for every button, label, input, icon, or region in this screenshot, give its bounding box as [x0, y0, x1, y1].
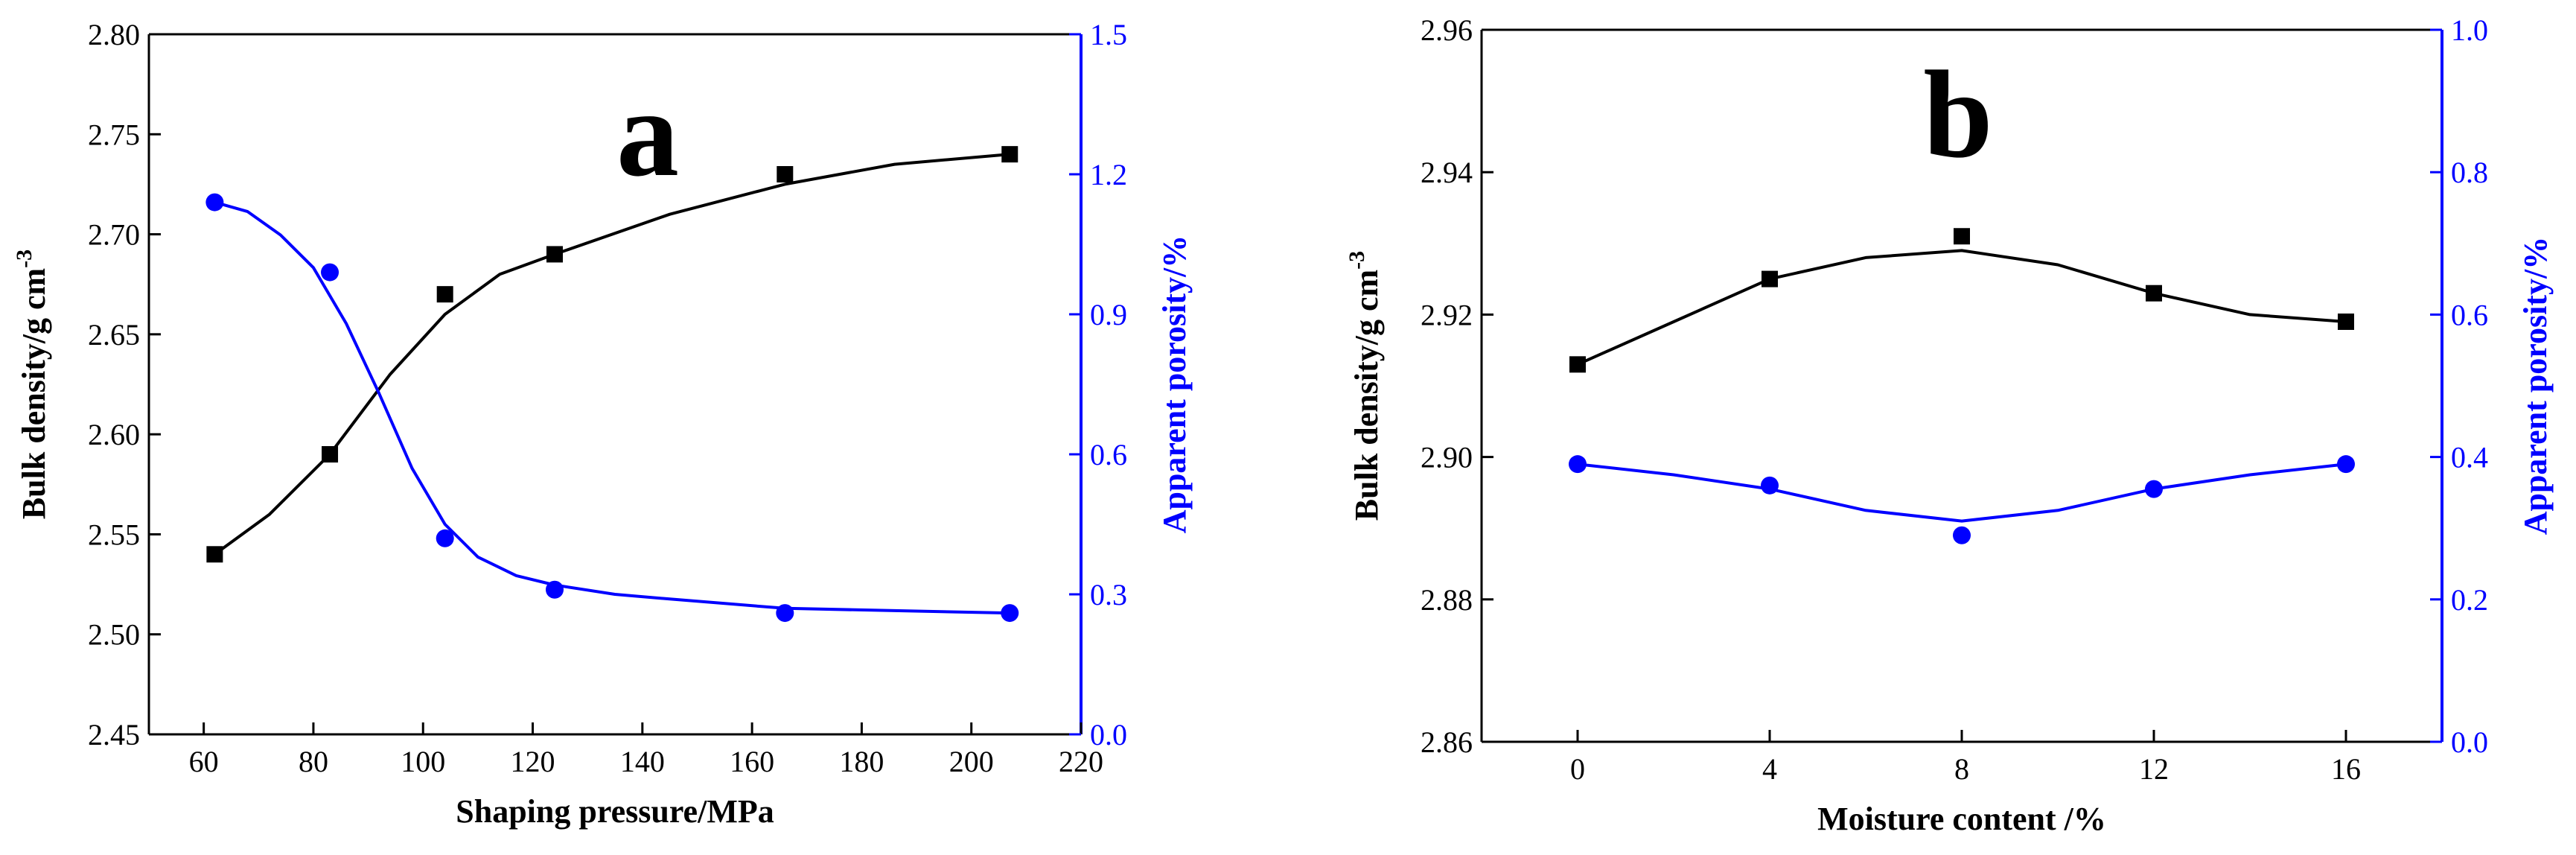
y-axis-title-superscript: -3 — [1345, 251, 1369, 270]
y2-tick-label: 0.6 — [1090, 438, 1127, 471]
y2-tick-label: 0.0 — [2451, 725, 2488, 759]
y-tick-label: 2.45 — [88, 718, 140, 751]
y-axis-title: Bulk density/g cm-3 — [12, 249, 52, 519]
x-tick-label: 100 — [401, 745, 445, 778]
y2-tick-label: 0.6 — [2451, 298, 2488, 331]
x-tick-label: 12 — [2139, 752, 2169, 786]
y-axis-title: Bulk density/g cm-3 — [1345, 251, 1385, 521]
series-1-point — [2337, 455, 2355, 474]
series-0-point — [1569, 356, 1586, 373]
series-1-fit-line — [1577, 463, 2347, 523]
x-tick-label: 0 — [1570, 752, 1585, 786]
series-1-point — [2145, 480, 2163, 498]
y2-tick-label: 0.0 — [1090, 718, 1127, 751]
y-tick-label: 2.92 — [1421, 298, 1473, 331]
y-tick-label: 2.75 — [88, 118, 140, 151]
x-tick-label: 180 — [839, 745, 884, 778]
y-tick-label: 2.60 — [88, 418, 140, 451]
y2-tick-label: 1.5 — [1090, 18, 1127, 51]
y2-axis-title: Apparent porosity/% — [1156, 235, 1193, 534]
y2-tick-label: 1.0 — [2451, 13, 2488, 47]
y2-tick-label: 0.4 — [2451, 441, 2488, 474]
series-0-point — [436, 286, 453, 303]
y-tick-label: 2.50 — [88, 618, 140, 652]
series-0-point — [1001, 146, 1018, 163]
y-tick-label: 2.55 — [88, 518, 140, 551]
x-tick-label: 200 — [949, 745, 994, 778]
series-1-point — [776, 604, 794, 623]
y2-tick-label: 0.8 — [2451, 156, 2488, 189]
series-0-point — [206, 546, 223, 563]
x-axis-title: Moisture content /% — [1817, 801, 2106, 837]
series-1-point — [205, 193, 224, 212]
y2-axis-title: Apparent porosity/% — [2517, 237, 2554, 535]
series-0-point — [1954, 228, 1970, 245]
panels: 60 80 100 120 140 160 180 200 2202.452.502.552.6… — [12, 13, 2554, 837]
y-tick-label: 2.90 — [1421, 441, 1473, 474]
x-tick-label: 80 — [299, 745, 328, 778]
series-1-point — [321, 263, 339, 282]
series-0-point — [777, 166, 794, 182]
panel-label: b — [1923, 45, 1992, 184]
y-tick-label: 2.96 — [1421, 13, 1473, 47]
x-tick-label: 8 — [1954, 752, 1969, 786]
series-1-fit-line — [214, 200, 1010, 615]
x-tick-label: 140 — [620, 745, 665, 778]
y-tick-label: 2.86 — [1421, 725, 1473, 759]
series-0-point — [2338, 313, 2354, 330]
series-1-point — [1761, 476, 1779, 495]
series-0-fit-line — [214, 153, 1010, 556]
panel-a: 60 80 100 120 140 160 180 200 220 2.45 2.50 2.55 2.6… — [12, 18, 1193, 830]
series-1-point — [1953, 526, 1971, 544]
y2-tick-label: 1.2 — [1090, 158, 1127, 191]
x-tick-label: 60 — [189, 745, 219, 778]
y2-tick-label: 0.3 — [1090, 578, 1127, 611]
series-0-point — [2146, 285, 2162, 302]
y2-tick-label: 0.9 — [1090, 298, 1127, 331]
x-tick-label: 16 — [2331, 752, 2361, 786]
y2-tick-label: 0.2 — [2451, 583, 2488, 617]
series-1-point — [1569, 455, 1587, 474]
x-tick-label: 220 — [1059, 745, 1103, 778]
series-0-point — [322, 446, 339, 463]
y-tick-label: 2.65 — [88, 318, 140, 352]
panel-b: 0 4 8 12 16 2.86 2.88 2.90 2.92 2.94 2.96 0.0 0.2 0.4… — [1345, 13, 2554, 837]
panel-label: a — [616, 64, 679, 203]
y-tick-label: 2.70 — [88, 218, 140, 252]
series-0-point — [546, 246, 563, 263]
y-axis-title-superscript: -3 — [12, 249, 36, 268]
series-1-point — [1001, 604, 1019, 623]
series-0-point — [1762, 270, 1778, 287]
series-1-point — [545, 580, 564, 599]
x-tick-label: 160 — [730, 745, 774, 778]
series-0-fit-line — [1577, 249, 2347, 366]
series-1-point — [436, 529, 454, 547]
y-tick-label: 2.80 — [88, 18, 140, 51]
x-tick-label: 4 — [1762, 752, 1777, 786]
x-tick-label: 120 — [511, 745, 555, 778]
y-tick-label: 2.88 — [1421, 583, 1473, 617]
y-tick-label: 2.94 — [1421, 156, 1473, 189]
x-axis-title: Shaping pressure/MPa — [456, 793, 774, 830]
